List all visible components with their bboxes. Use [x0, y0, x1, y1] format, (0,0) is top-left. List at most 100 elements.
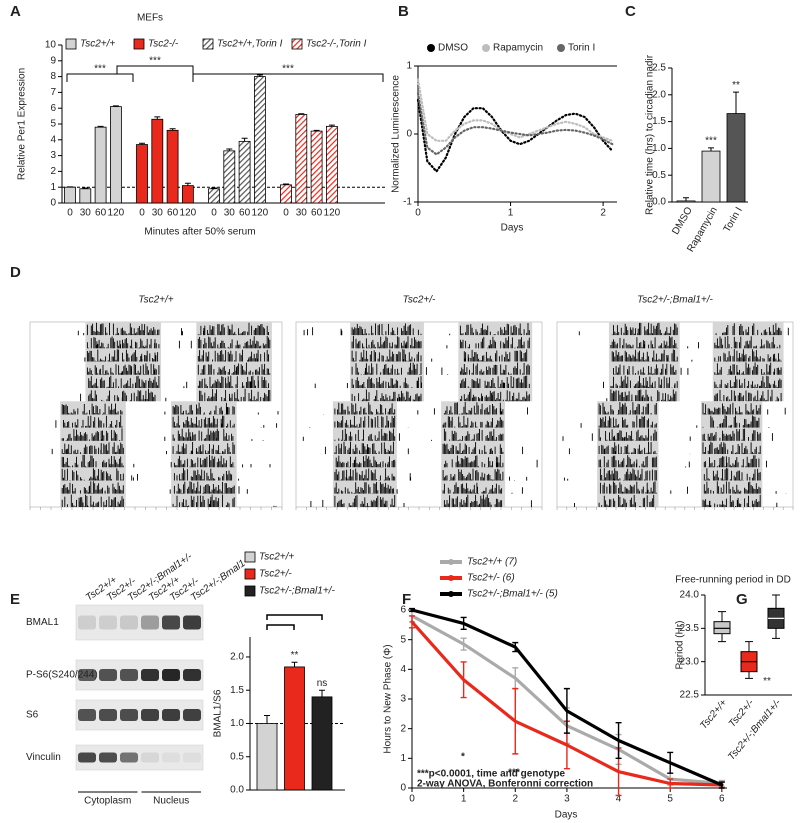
- y-tick-label: 6: [400, 605, 406, 616]
- light-phase: [700, 480, 763, 494]
- chart-title: MEFs: [137, 13, 163, 24]
- error-bar: [460, 616, 467, 630]
- legend-swatch: [244, 585, 256, 597]
- blot-band: [78, 669, 96, 681]
- panel-letter: G: [736, 591, 748, 608]
- legend-label: Tsc2+/+: [80, 39, 115, 50]
- blot-band: [78, 615, 96, 630]
- x-tick-label: 6: [719, 794, 725, 805]
- light-phase: [441, 427, 506, 441]
- activity: [598, 402, 786, 415]
- activity: [599, 481, 787, 494]
- x-tick-label: 4: [616, 794, 622, 805]
- blot-band: [162, 752, 180, 763]
- y-tick-label: 22.5: [680, 690, 700, 701]
- legend-marker: [427, 44, 435, 52]
- actogram-title: Tsc2+/+: [138, 295, 173, 306]
- annotation: ***: [282, 64, 294, 75]
- light-phase: [85, 388, 162, 402]
- y-tick-label: 2.5: [652, 63, 666, 74]
- significance: **: [732, 80, 740, 91]
- x-tick-label: 3: [564, 794, 570, 805]
- blot-band: [78, 709, 96, 721]
- bracket: [66, 73, 134, 82]
- blot-band: [141, 615, 159, 630]
- error-bar: [460, 637, 467, 651]
- legend-swatch: [244, 551, 256, 563]
- x-tick-label: 120: [252, 208, 269, 219]
- blot-strip: [75, 744, 204, 771]
- y-tick-label: -1: [403, 197, 412, 208]
- blot-band: [120, 615, 138, 630]
- activity: [335, 454, 538, 468]
- bar: [256, 723, 278, 791]
- error-bar: [241, 137, 248, 142]
- y-tick-label: 1: [50, 182, 56, 193]
- x-tick-label: 1: [508, 208, 514, 219]
- error-bar: [460, 661, 467, 699]
- activity: [578, 322, 789, 336]
- y-tick-label: 6: [50, 103, 56, 114]
- activity: [574, 494, 778, 507]
- error-bar: [139, 142, 145, 145]
- annotation: ***: [149, 56, 161, 67]
- error-bar: [154, 116, 161, 120]
- actogram-title: Tsc2+/-;Bmal1+/-: [637, 295, 713, 306]
- blot-band: [183, 615, 201, 630]
- activity: [562, 428, 773, 441]
- error-bar: [298, 113, 305, 115]
- box: [713, 621, 731, 635]
- y-tick-label: 1.5: [652, 116, 666, 127]
- legend-marker: [482, 44, 490, 52]
- x-tick-label: 2: [600, 208, 606, 219]
- error-bar: [409, 607, 415, 613]
- legend-marker-dot: [448, 559, 454, 565]
- panel-letter: E: [10, 591, 20, 608]
- note: ***p<0.0001, time and genotype: [417, 769, 566, 780]
- y-tick-label: 2: [400, 723, 406, 734]
- y-axis-label: Relative time (hrs) to circadian nadir: [645, 54, 656, 215]
- error-bar: [256, 74, 263, 77]
- blot-band: [162, 669, 180, 681]
- light-phase: [712, 335, 784, 349]
- y-tick-label: 0.5: [230, 751, 244, 762]
- y-tick-label: 4: [50, 134, 56, 145]
- blot-band: [162, 615, 180, 630]
- bar: [295, 114, 308, 204]
- activity: [51, 442, 235, 455]
- activity: [334, 468, 528, 481]
- activity: [314, 375, 530, 389]
- error-bar: [313, 129, 320, 132]
- protein-label: Vinculin: [26, 752, 61, 763]
- activity: [309, 415, 504, 428]
- error-bar: [112, 105, 119, 107]
- blot-band: [78, 752, 96, 763]
- protein-label: BMAL1: [26, 617, 59, 628]
- light-phase: [441, 414, 506, 428]
- activity: [351, 388, 530, 402]
- blot-strip: [75, 659, 204, 691]
- activity: [568, 441, 761, 455]
- y-axis-label: Hours to New Phase (Φ): [383, 644, 394, 753]
- error-bar: [683, 197, 689, 201]
- activity: [88, 375, 269, 389]
- y-tick-label: 0.5: [652, 170, 666, 181]
- error-bar: [211, 187, 217, 189]
- y-tick-label: 3: [50, 150, 56, 161]
- bracket: [192, 73, 384, 82]
- y-tick-label: 5: [50, 119, 56, 130]
- panel-letter: F: [402, 591, 411, 608]
- fraction-label: Cytoplasm: [84, 796, 131, 807]
- panel-letter: B: [398, 3, 409, 20]
- activity: [323, 402, 528, 415]
- bar: [151, 118, 164, 204]
- annotation: *: [461, 752, 465, 763]
- bar: [253, 76, 266, 204]
- x-tick-label: 0: [415, 208, 421, 219]
- blot-band: [120, 709, 138, 721]
- legend-swatch: [202, 38, 214, 50]
- panel-letter: A: [10, 3, 21, 20]
- light-phase: [597, 401, 659, 415]
- activity: [598, 455, 767, 468]
- activity: [61, 428, 264, 441]
